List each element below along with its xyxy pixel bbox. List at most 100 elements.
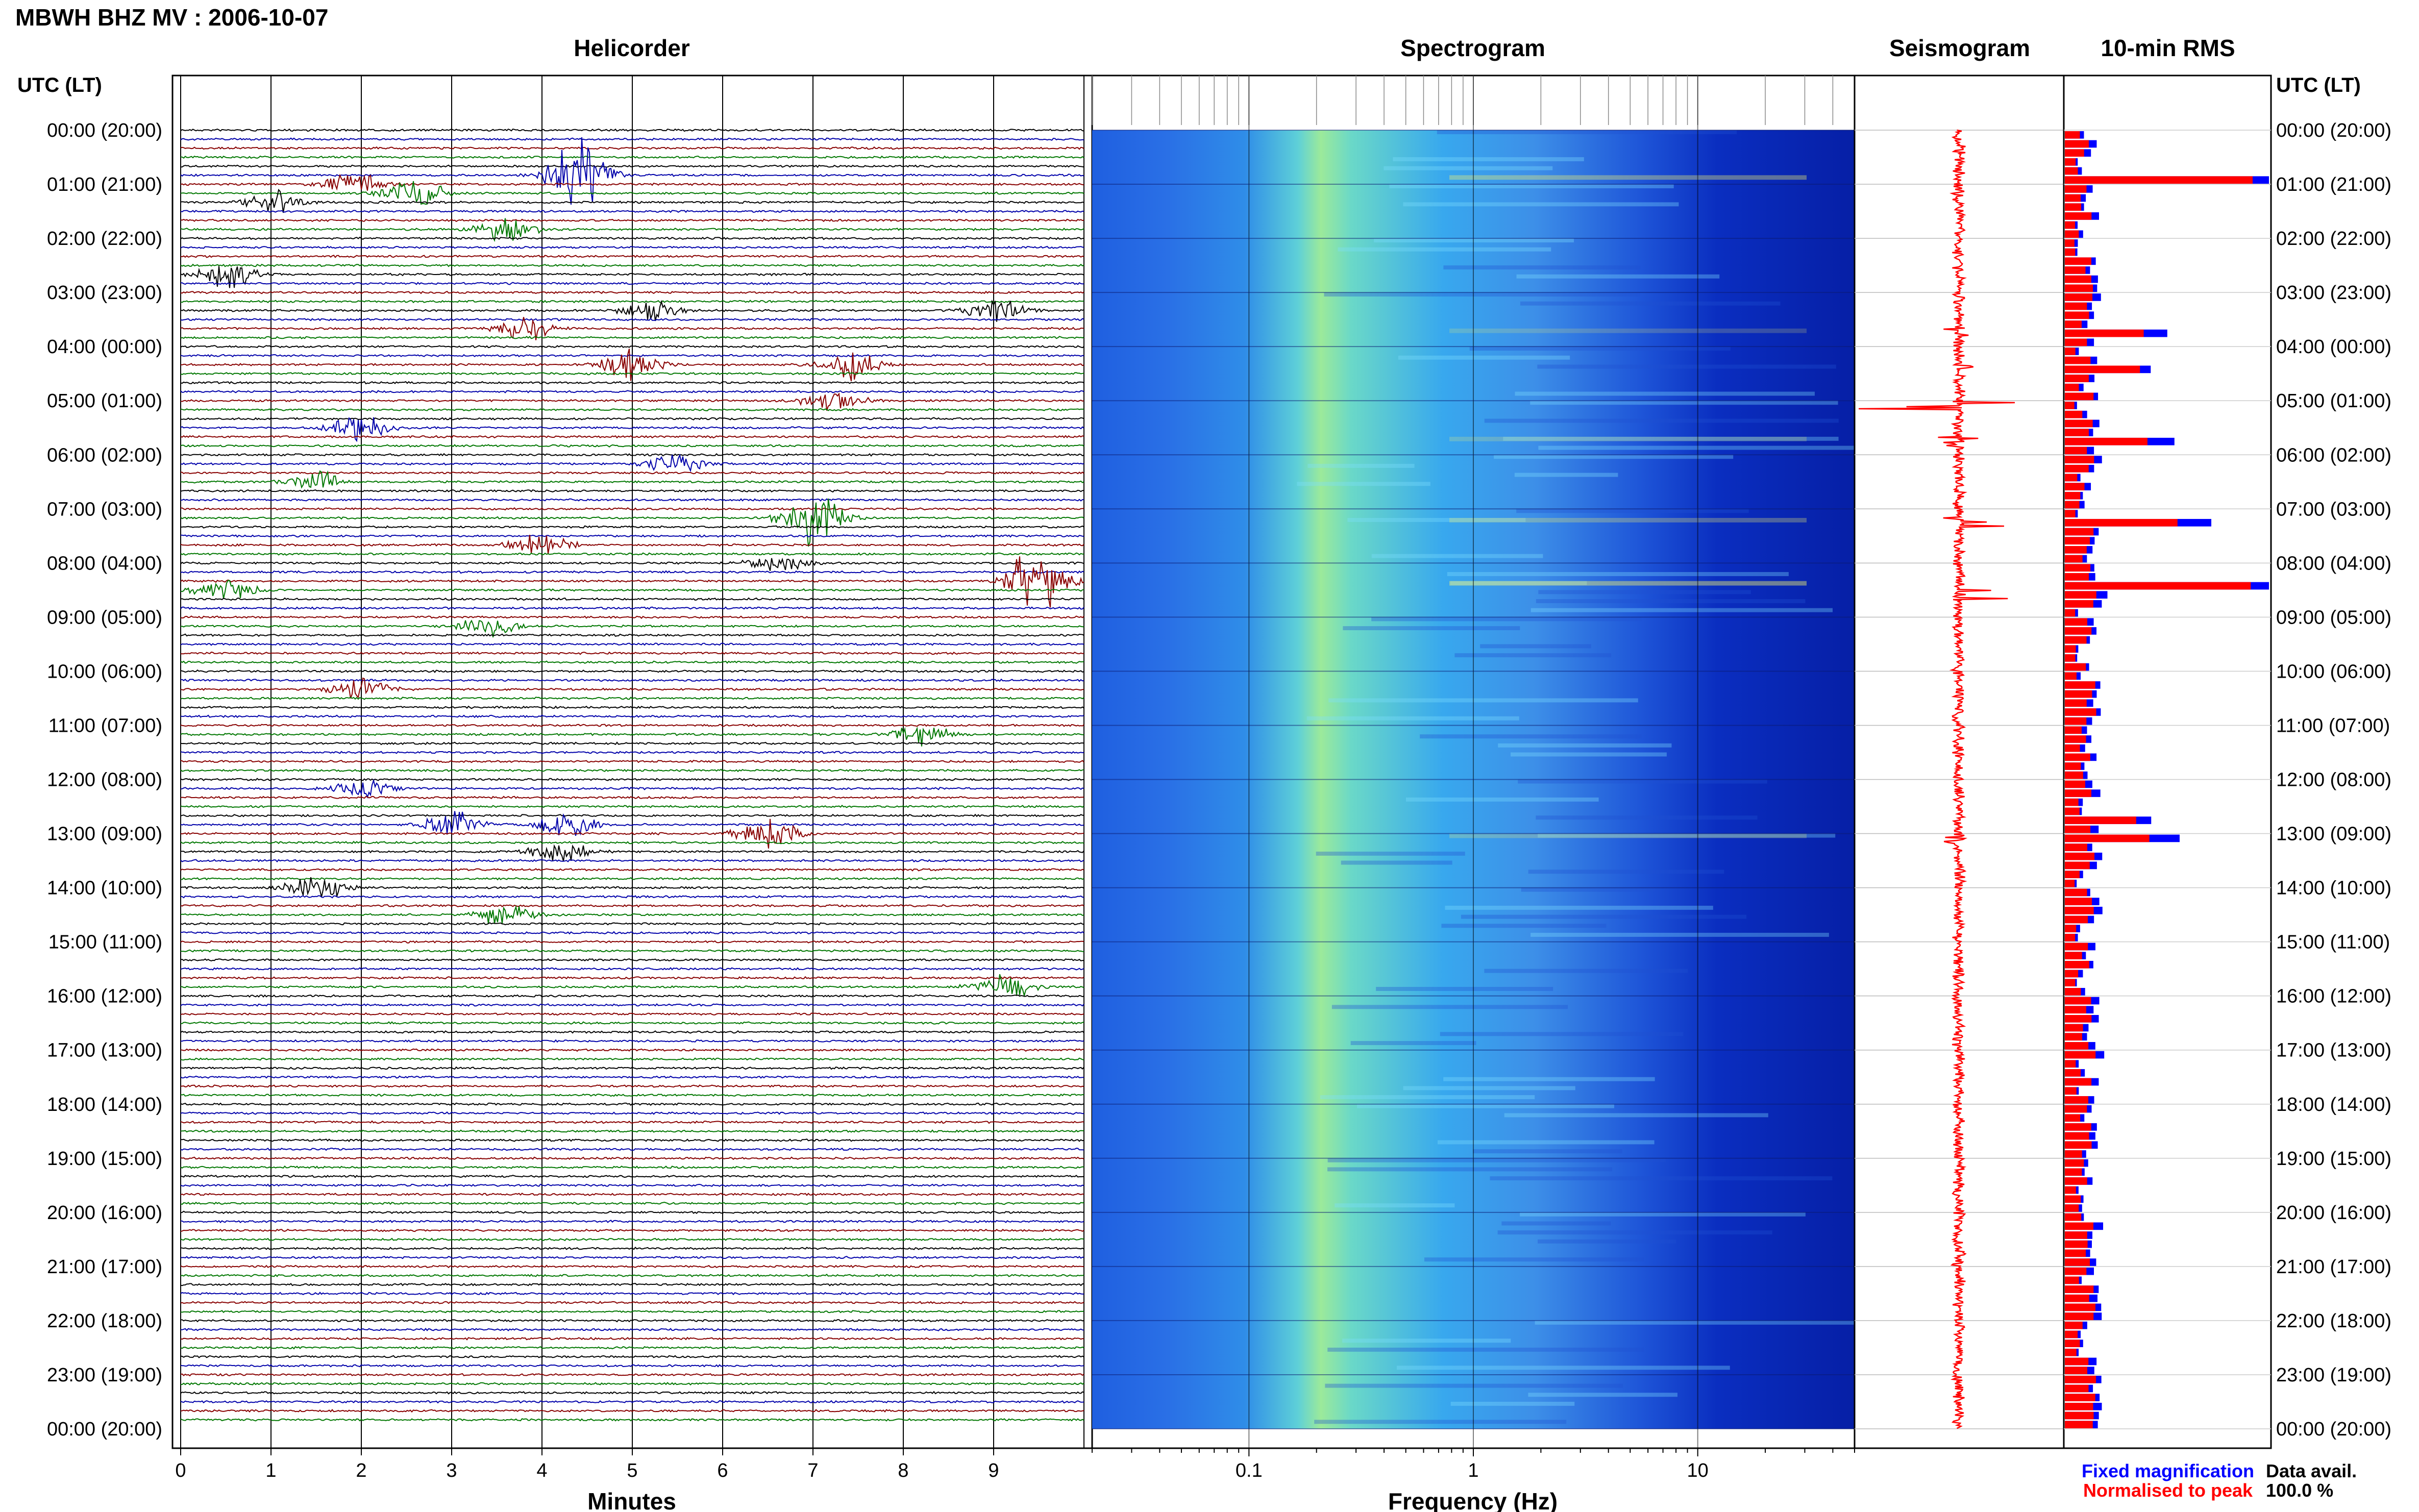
rms-bar-normalised	[2065, 825, 2091, 833]
rms-bar-normalised	[2065, 419, 2093, 428]
spectrogram-streak	[1515, 391, 1815, 396]
helicorder-trace	[180, 1292, 1084, 1296]
helicorder-trace	[180, 660, 1084, 664]
helicorder-trace	[180, 371, 1084, 376]
rms-bar-normalised	[2065, 690, 2092, 698]
rms-bar-normalised	[2065, 1421, 2093, 1428]
helicorder-trace	[180, 1265, 1084, 1269]
spectrogram-streak	[1538, 1239, 1676, 1244]
helicorder-trace	[180, 796, 1084, 800]
rms-bar-normalised	[2065, 546, 2087, 554]
helicorder-trace	[180, 697, 1084, 700]
time-label-right: 14:00 (10:00)	[2276, 878, 2391, 899]
helicorder-trace	[180, 1147, 1084, 1151]
time-label-right: 19:00 (15:00)	[2276, 1148, 2391, 1170]
spectrogram-streak	[1420, 734, 1642, 739]
helicorder-x-ticks: 0 1 2 3 4 5 6 7 8 9	[175, 1448, 999, 1481]
helicorder-trace	[180, 619, 1084, 638]
spectrogram-streak	[1338, 247, 1551, 252]
seismogram-panel	[1854, 75, 2065, 1449]
helicorder-x-tick-label: 3	[446, 1460, 457, 1481]
spectrogram-streak	[1389, 184, 1674, 188]
spectrogram-streak	[1490, 1176, 1833, 1181]
time-label-right: 18:00 (14:00)	[2276, 1094, 2391, 1116]
rms-bar-normalised	[2065, 402, 2075, 409]
helicorder-trace	[180, 390, 1084, 393]
helicorder-trace	[180, 1274, 1084, 1277]
helicorder-trace	[180, 1165, 1084, 1169]
helicorder-trace	[180, 381, 1084, 385]
spectrogram-streak	[1498, 743, 1672, 748]
helicorder-trace	[180, 724, 1084, 727]
rms-bar-normalised	[2065, 879, 2075, 887]
helicorder-trace	[180, 1409, 1084, 1413]
helicorder-trace	[180, 705, 1084, 709]
spectrogram-streak	[1530, 401, 1838, 405]
right-axis-title: UTC (LT)	[2276, 74, 2361, 96]
time-label-left: 17:00 (13:00)	[47, 1040, 162, 1061]
figure-title: MBWH BHZ MV : 2006-10-07	[15, 4, 328, 31]
rms-bar-normalised	[2065, 1375, 2096, 1383]
rms-bar-normalised	[2065, 230, 2079, 238]
helicorder-trace	[180, 1255, 1084, 1259]
rms-bar-normalised	[2065, 717, 2087, 725]
rms-bar-normalised	[2065, 708, 2096, 716]
time-label-left: 00:00 (20:00)	[47, 120, 162, 141]
helicorder-x-tick-label: 4	[536, 1460, 547, 1481]
time-label-right: 12:00 (08:00)	[2276, 770, 2391, 791]
time-label-right: 11:00 (07:00)	[2276, 715, 2390, 736]
helicorder-trace	[180, 164, 1084, 168]
spectrogram-streak	[1327, 1158, 1666, 1162]
helicorder-trace	[180, 1346, 1084, 1350]
spectrogram-streak	[1341, 860, 1452, 865]
spectrogram-streak	[1424, 1257, 1644, 1262]
spectrogram-streak	[1484, 969, 1688, 973]
rms-bar-normalised	[2065, 365, 2140, 374]
helicorder-trace	[180, 1228, 1084, 1232]
rms-bar-normalised	[2065, 555, 2083, 563]
rms-bar-normalised	[2065, 167, 2078, 175]
rms-bar-normalised	[2065, 1150, 2082, 1158]
helicorder-trace	[180, 904, 1084, 908]
rms-bar-normalised	[2065, 293, 2093, 301]
rms-bar-normalised	[2065, 1186, 2076, 1194]
spectrogram-streak	[1510, 752, 1667, 757]
helicorder-trace	[180, 1120, 1084, 1124]
rms-bar-normalised	[2065, 627, 2092, 635]
rms-bar-normalised	[2065, 1114, 2081, 1122]
helicorder-trace	[180, 976, 1084, 980]
rms-bar-normalised	[2065, 392, 2094, 401]
seismogram-trace	[1859, 129, 2015, 1429]
rms-bar-normalised	[2065, 1087, 2077, 1095]
spectrogram-streak	[1521, 887, 1656, 892]
rms-bar-normalised	[2065, 1123, 2091, 1131]
helicorder-trace	[180, 1373, 1084, 1377]
helicorder-trace	[180, 534, 1084, 554]
rms-bar-normalised	[2065, 1267, 2087, 1275]
time-label-left: 09:00 (05:00)	[47, 607, 162, 628]
helicorder-trace	[180, 317, 1084, 340]
rms-bar-normalised	[2065, 1096, 2088, 1104]
spectrogram-streak	[1306, 716, 1519, 721]
helicorder-trace	[180, 498, 1084, 502]
helicorder-trace	[180, 556, 1084, 608]
spectrogram-streak	[1376, 986, 1553, 991]
rms-bar-normalised	[2065, 1168, 2082, 1176]
helicorder-trace	[180, 173, 1084, 191]
helicorder-trace	[180, 949, 1084, 953]
spectrogram-streak	[1518, 779, 1767, 784]
spectrogram-streak	[1440, 1032, 1684, 1036]
rms-bar-normalised	[2065, 320, 2082, 328]
time-label-left: 20:00 (16:00)	[47, 1202, 162, 1224]
rms-bar-normalised	[2065, 798, 2079, 806]
time-label-left: 06:00 (02:00)	[47, 444, 162, 466]
rms-bar-normalised	[2065, 970, 2079, 978]
helicorder-trace	[180, 1210, 1084, 1214]
rms-bar-normalised	[2065, 645, 2076, 653]
spectrogram-streak	[1538, 445, 1887, 450]
spectrogram-streak	[1538, 833, 1836, 838]
helicorder-trace	[180, 1048, 1084, 1052]
helicorder-trace	[180, 218, 1084, 242]
helicorder-trace	[180, 804, 1084, 808]
spectrogram-streak	[1537, 364, 1836, 369]
